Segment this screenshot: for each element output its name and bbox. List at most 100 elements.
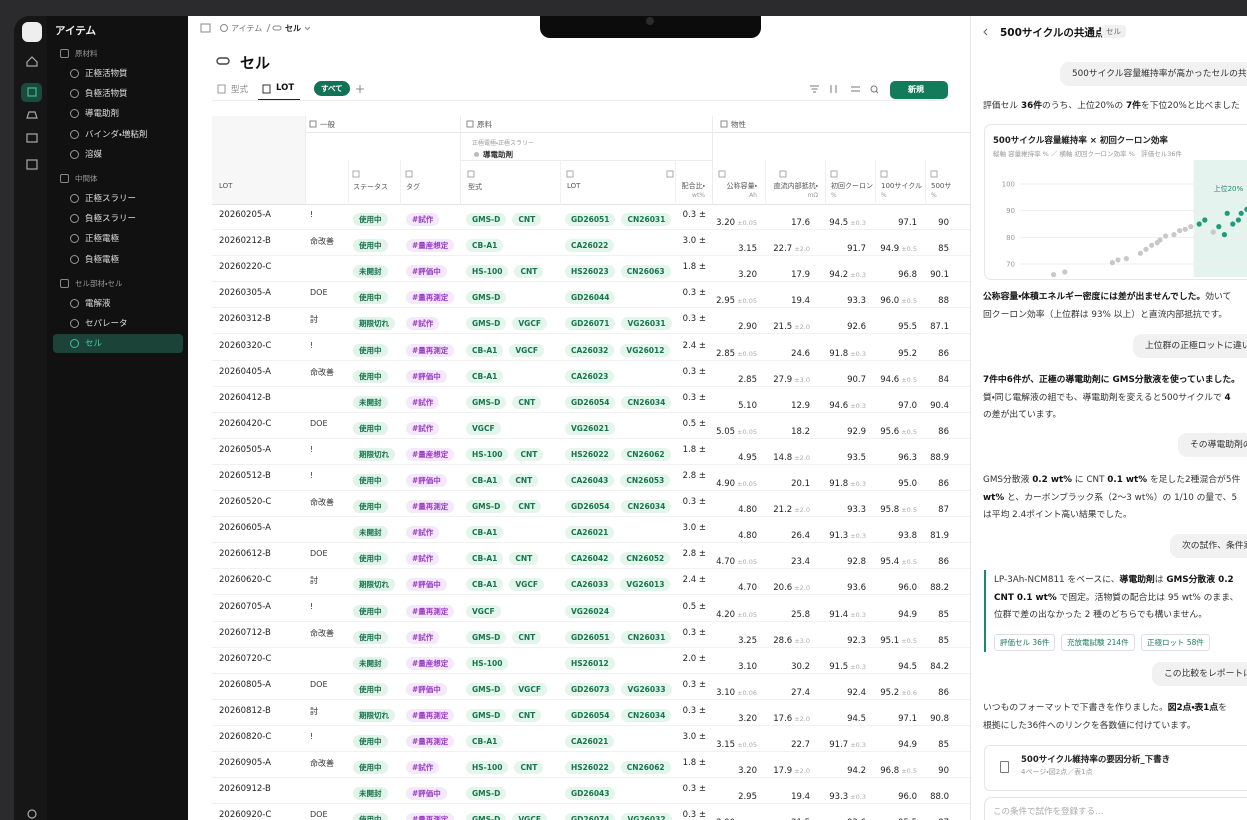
nav-item[interactable]: 導電助剤 (85, 109, 120, 120)
bold-text: wt% (983, 492, 1005, 503)
resistance: 19.4 (791, 296, 810, 307)
bold-text: 0.1 wt% (1107, 475, 1148, 485)
type-chip-cell: GMS-D CNT (466, 627, 547, 646)
note: DOE (310, 549, 328, 559)
retention-500-cell: 85 (879, 236, 949, 255)
nav-item[interactable]: 正極活物質 (85, 69, 128, 79)
type-chip: CB-A1 (466, 239, 504, 253)
coulomb-efficiency: 94.6 (829, 400, 849, 411)
coulomb-efficiency-error: ±0.3 (850, 793, 866, 802)
new-button[interactable] (890, 81, 948, 99)
source-chip[interactable]: 評価セル 36件 (994, 634, 1056, 651)
status-chip: 未開封 (353, 656, 388, 670)
tab[interactable]: 型式 (231, 85, 249, 95)
nav-item[interactable]: 電解液 (85, 299, 111, 309)
source-chip[interactable]: 正極ロット 58件 (1141, 634, 1210, 651)
nav-item[interactable]: 負極活物質 (85, 89, 128, 100)
type-chip: CNT (509, 552, 539, 566)
lot-chip-cell: CA26022 (565, 235, 620, 254)
lot-header-bg (212, 116, 305, 205)
status-chip-cell: 使用中 (353, 366, 394, 385)
type-chip: GMS-D (466, 317, 507, 331)
nav-group-icon (60, 174, 69, 183)
ratio: 2.8 ± (682, 471, 706, 481)
column-header: 直流内部抵抗・ (773, 182, 818, 190)
retention-500: 81.9 (930, 531, 949, 542)
lot: 20260820-C (219, 732, 272, 742)
coulomb-efficiency-error: ±0.3 (850, 401, 866, 410)
lot-chip-cell: CA26032 VG26012 (565, 340, 676, 359)
lot-chip-cell: CA26033 VG26013 (565, 574, 676, 593)
lot-chip: CA26022 (565, 239, 615, 253)
retention-500-cell: 88 (879, 288, 949, 307)
capacity-cell: 3.15 ±0.05 (687, 732, 757, 751)
coulomb-efficiency-cell: 94.2 ±0.3 (796, 262, 866, 281)
type-chip-cell: VGCF (466, 601, 507, 620)
tag-chip: #試作 (406, 526, 440, 540)
retention-500: 87.1 (930, 322, 949, 333)
message-line: 公称容量・体積エネルギー密度には差が出ませんでした。効いて (983, 289, 1231, 302)
lot-chip: CN26053 (620, 474, 671, 487)
ratio: 0.3 ± (682, 679, 706, 690)
resistance-cell: 19.4 (740, 288, 810, 307)
ratio: 0.3 ± (682, 288, 706, 299)
tag-chip: #評価中 (406, 787, 447, 801)
status-chip: 使用中 (353, 682, 388, 696)
lot-chip: GD26071 (565, 317, 616, 331)
tab[interactable]: LOT (276, 83, 295, 93)
text: LP-3Ah-NCM811 をベースに、 (994, 575, 1120, 585)
status-chip: 期限切れ (353, 578, 395, 592)
lot: 20260320-C (219, 340, 272, 351)
text: 回クーロン効率（上位群は 93% 以上）と直流内部抵抗です。 (983, 309, 1228, 320)
nav-item[interactable]: 負極電極 (85, 254, 120, 265)
resistance: 30.2 (791, 661, 810, 672)
status-chip: 使用中 (353, 239, 388, 253)
retention-500-cell: 84 (879, 367, 949, 386)
nav-item[interactable]: バインダ・増粘剤 (85, 129, 148, 140)
row-line (212, 803, 970, 805)
tag-chip-cell: #量再測定 (406, 287, 460, 306)
retention-500: 88 (938, 296, 949, 307)
retention-100-error: ±0.5 (901, 245, 917, 254)
rail-icons (26, 56, 38, 819)
rail-active[interactable] (21, 83, 42, 102)
tag-chip-cell: #評価中 (406, 366, 453, 385)
row-line (212, 698, 970, 700)
capacity-cell: 2.95 (687, 784, 757, 803)
capacity: 3.25 (738, 635, 757, 646)
type-chip: CB-A1 (466, 526, 504, 540)
nav-item[interactable]: セパレータ (85, 319, 128, 330)
file-card[interactable] (984, 745, 1247, 791)
retention-500: 85 (938, 635, 949, 646)
source-chip[interactable]: 充放電試験 214件 (1061, 634, 1135, 651)
nav-item[interactable]: セル (85, 339, 103, 350)
nav-item[interactable]: 正極電極 (85, 234, 120, 245)
type-chip: CB-A1 (466, 552, 504, 566)
retention-100: 95.2 (880, 687, 900, 698)
retention-100: 95.5 (898, 322, 917, 333)
nav-item[interactable]: 負極スラリー (85, 214, 137, 225)
tag-chip: #量産想定 (406, 239, 455, 253)
row-line (212, 490, 970, 491)
capacity-cell: 3.20 ±0.05 (687, 210, 757, 229)
note: ! (310, 732, 314, 741)
coulomb-efficiency-cell: 91.5 ±0.3 (796, 654, 866, 673)
nav-item[interactable]: 溶媒 (85, 149, 103, 160)
filter-chip[interactable]: すべて (314, 81, 350, 96)
lot-chip: VG26021 (565, 421, 616, 435)
status-chip: 使用中 (353, 552, 388, 566)
resistance: 18.2 (791, 426, 810, 437)
ratio: 0.3 ± (682, 366, 706, 377)
row-line (212, 411, 970, 413)
text: を下位20%と比べました (1140, 101, 1240, 111)
retention-100-error: ±0.5 (901, 297, 917, 306)
tag-chip-cell: #試作 (406, 392, 445, 411)
capacity-cell: 2.95 ±0.05 (687, 288, 757, 307)
logo (22, 22, 42, 42)
nav-item[interactable]: 正極スラリー (85, 194, 137, 204)
subgroup: 正極電極・正極スラリー (472, 140, 535, 147)
message-line: 根拠にした36件へのリンクを各数値に付けています。 (983, 718, 1196, 731)
lot-chip: CA26032 (565, 343, 615, 357)
retention-100-error: ±0.5 (901, 375, 917, 384)
message-input[interactable] (984, 797, 1247, 820)
